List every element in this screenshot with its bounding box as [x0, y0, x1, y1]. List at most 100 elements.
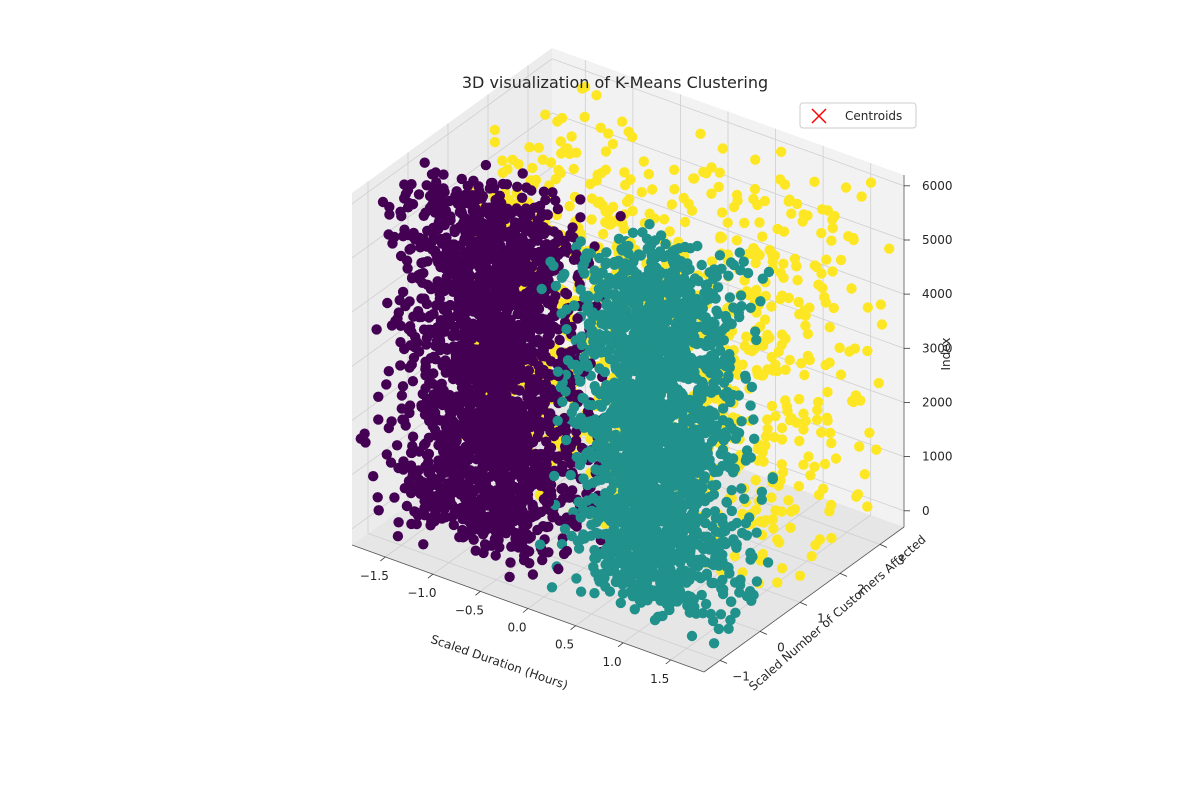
data-point-cluster-2 — [827, 266, 838, 277]
data-point-cluster-0 — [568, 254, 580, 265]
data-point-cluster-1 — [617, 274, 629, 285]
data-point-cluster-0 — [499, 511, 510, 523]
data-point-cluster-1 — [692, 240, 703, 252]
data-point-cluster-2 — [754, 217, 765, 228]
data-point-cluster-0 — [403, 197, 415, 209]
data-point-cluster-1 — [594, 399, 605, 410]
data-point-cluster-0 — [531, 202, 542, 213]
data-point-cluster-1 — [589, 544, 600, 556]
data-point-cluster-0 — [495, 477, 506, 489]
data-point-cluster-2 — [524, 142, 535, 153]
data-point-cluster-1 — [572, 365, 584, 376]
data-point-cluster-1 — [552, 415, 563, 426]
data-point-cluster-0 — [417, 277, 428, 288]
data-point-cluster-1 — [561, 324, 572, 335]
data-point-cluster-1 — [745, 302, 756, 313]
data-point-cluster-1 — [693, 384, 704, 395]
data-point-cluster-1 — [714, 250, 726, 261]
data-point-cluster-1 — [609, 259, 620, 270]
data-point-cluster-1 — [651, 290, 662, 301]
data-point-cluster-2 — [540, 109, 551, 120]
data-point-cluster-1 — [696, 259, 707, 271]
data-point-cluster-0 — [436, 378, 447, 389]
data-point-cluster-2 — [579, 111, 590, 123]
data-point-cluster-0 — [485, 489, 497, 501]
data-point-cluster-1 — [550, 280, 562, 292]
data-point-cluster-0 — [421, 180, 432, 191]
data-point-cluster-1 — [628, 256, 639, 268]
data-point-cluster-2 — [762, 423, 773, 435]
data-point-cluster-1 — [749, 433, 760, 444]
data-point-cluster-0 — [470, 253, 481, 264]
data-point-cluster-0 — [526, 437, 537, 448]
data-point-cluster-1 — [552, 366, 564, 377]
data-point-cluster-2 — [749, 183, 761, 195]
data-point-cluster-0 — [385, 457, 397, 468]
data-point-cluster-0 — [549, 238, 560, 250]
data-point-cluster-0 — [556, 465, 567, 476]
data-point-cluster-0 — [397, 381, 409, 392]
data-point-cluster-1 — [721, 451, 733, 462]
data-point-cluster-1 — [718, 377, 730, 388]
data-point-cluster-0 — [381, 379, 392, 390]
data-point-cluster-0 — [465, 471, 476, 483]
data-point-cluster-0 — [545, 486, 557, 497]
data-point-cluster-2 — [552, 116, 563, 127]
data-point-cluster-1 — [745, 400, 756, 411]
data-point-cluster-0 — [399, 483, 410, 494]
data-point-cluster-1 — [751, 334, 762, 346]
data-point-cluster-2 — [816, 268, 827, 279]
data-point-cluster-0 — [491, 393, 502, 404]
data-point-cluster-2 — [752, 369, 763, 380]
data-point-cluster-0 — [409, 234, 421, 245]
data-point-cluster-1 — [596, 318, 607, 329]
data-point-cluster-2 — [816, 204, 828, 215]
data-point-cluster-2 — [596, 167, 607, 179]
data-point-cluster-0 — [478, 407, 489, 418]
data-point-cluster-1 — [644, 219, 655, 230]
grid-line-z-back — [551, 220, 905, 349]
data-point-cluster-1 — [610, 302, 621, 313]
data-point-cluster-1 — [709, 506, 721, 517]
data-point-cluster-0 — [465, 342, 477, 354]
data-point-cluster-2 — [802, 350, 814, 362]
data-point-cluster-2 — [568, 163, 579, 175]
data-point-cluster-0 — [526, 298, 537, 310]
data-point-cluster-1 — [718, 435, 729, 446]
data-point-cluster-2 — [732, 195, 743, 206]
data-point-cluster-1 — [707, 480, 718, 491]
data-point-cluster-0 — [532, 376, 543, 387]
data-point-cluster-1 — [630, 415, 641, 427]
data-point-cluster-2 — [768, 523, 779, 534]
data-point-cluster-0 — [506, 485, 517, 496]
data-point-cluster-1 — [642, 287, 654, 298]
data-point-cluster-0 — [405, 243, 417, 254]
data-point-cluster-2 — [835, 369, 847, 380]
data-point-cluster-0 — [404, 407, 415, 419]
data-point-cluster-2 — [777, 467, 789, 478]
data-point-cluster-0 — [486, 428, 497, 439]
data-point-cluster-2 — [809, 461, 820, 472]
data-point-cluster-2 — [664, 226, 675, 237]
data-point-cluster-0 — [421, 237, 432, 249]
data-point-cluster-0 — [439, 504, 450, 515]
data-point-cluster-2 — [784, 354, 795, 366]
data-point-cluster-1 — [739, 493, 750, 504]
data-point-cluster-0 — [460, 506, 471, 517]
data-point-cluster-1 — [612, 431, 624, 443]
data-point-cluster-1 — [677, 512, 688, 523]
data-point-cluster-0 — [503, 431, 514, 442]
data-point-cluster-0 — [518, 222, 529, 234]
data-point-cluster-0 — [477, 464, 489, 475]
data-point-cluster-0 — [459, 247, 471, 258]
data-point-cluster-1 — [644, 396, 655, 408]
data-point-cluster-2 — [623, 126, 634, 137]
data-point-cluster-0 — [533, 360, 544, 371]
data-point-cluster-1 — [700, 517, 711, 529]
data-point-cluster-0 — [571, 426, 582, 437]
data-point-cluster-0 — [450, 472, 461, 483]
data-point-cluster-0 — [521, 510, 533, 521]
data-point-cluster-1 — [631, 381, 643, 392]
data-point-cluster-1 — [726, 521, 738, 532]
data-point-cluster-2 — [714, 167, 725, 178]
